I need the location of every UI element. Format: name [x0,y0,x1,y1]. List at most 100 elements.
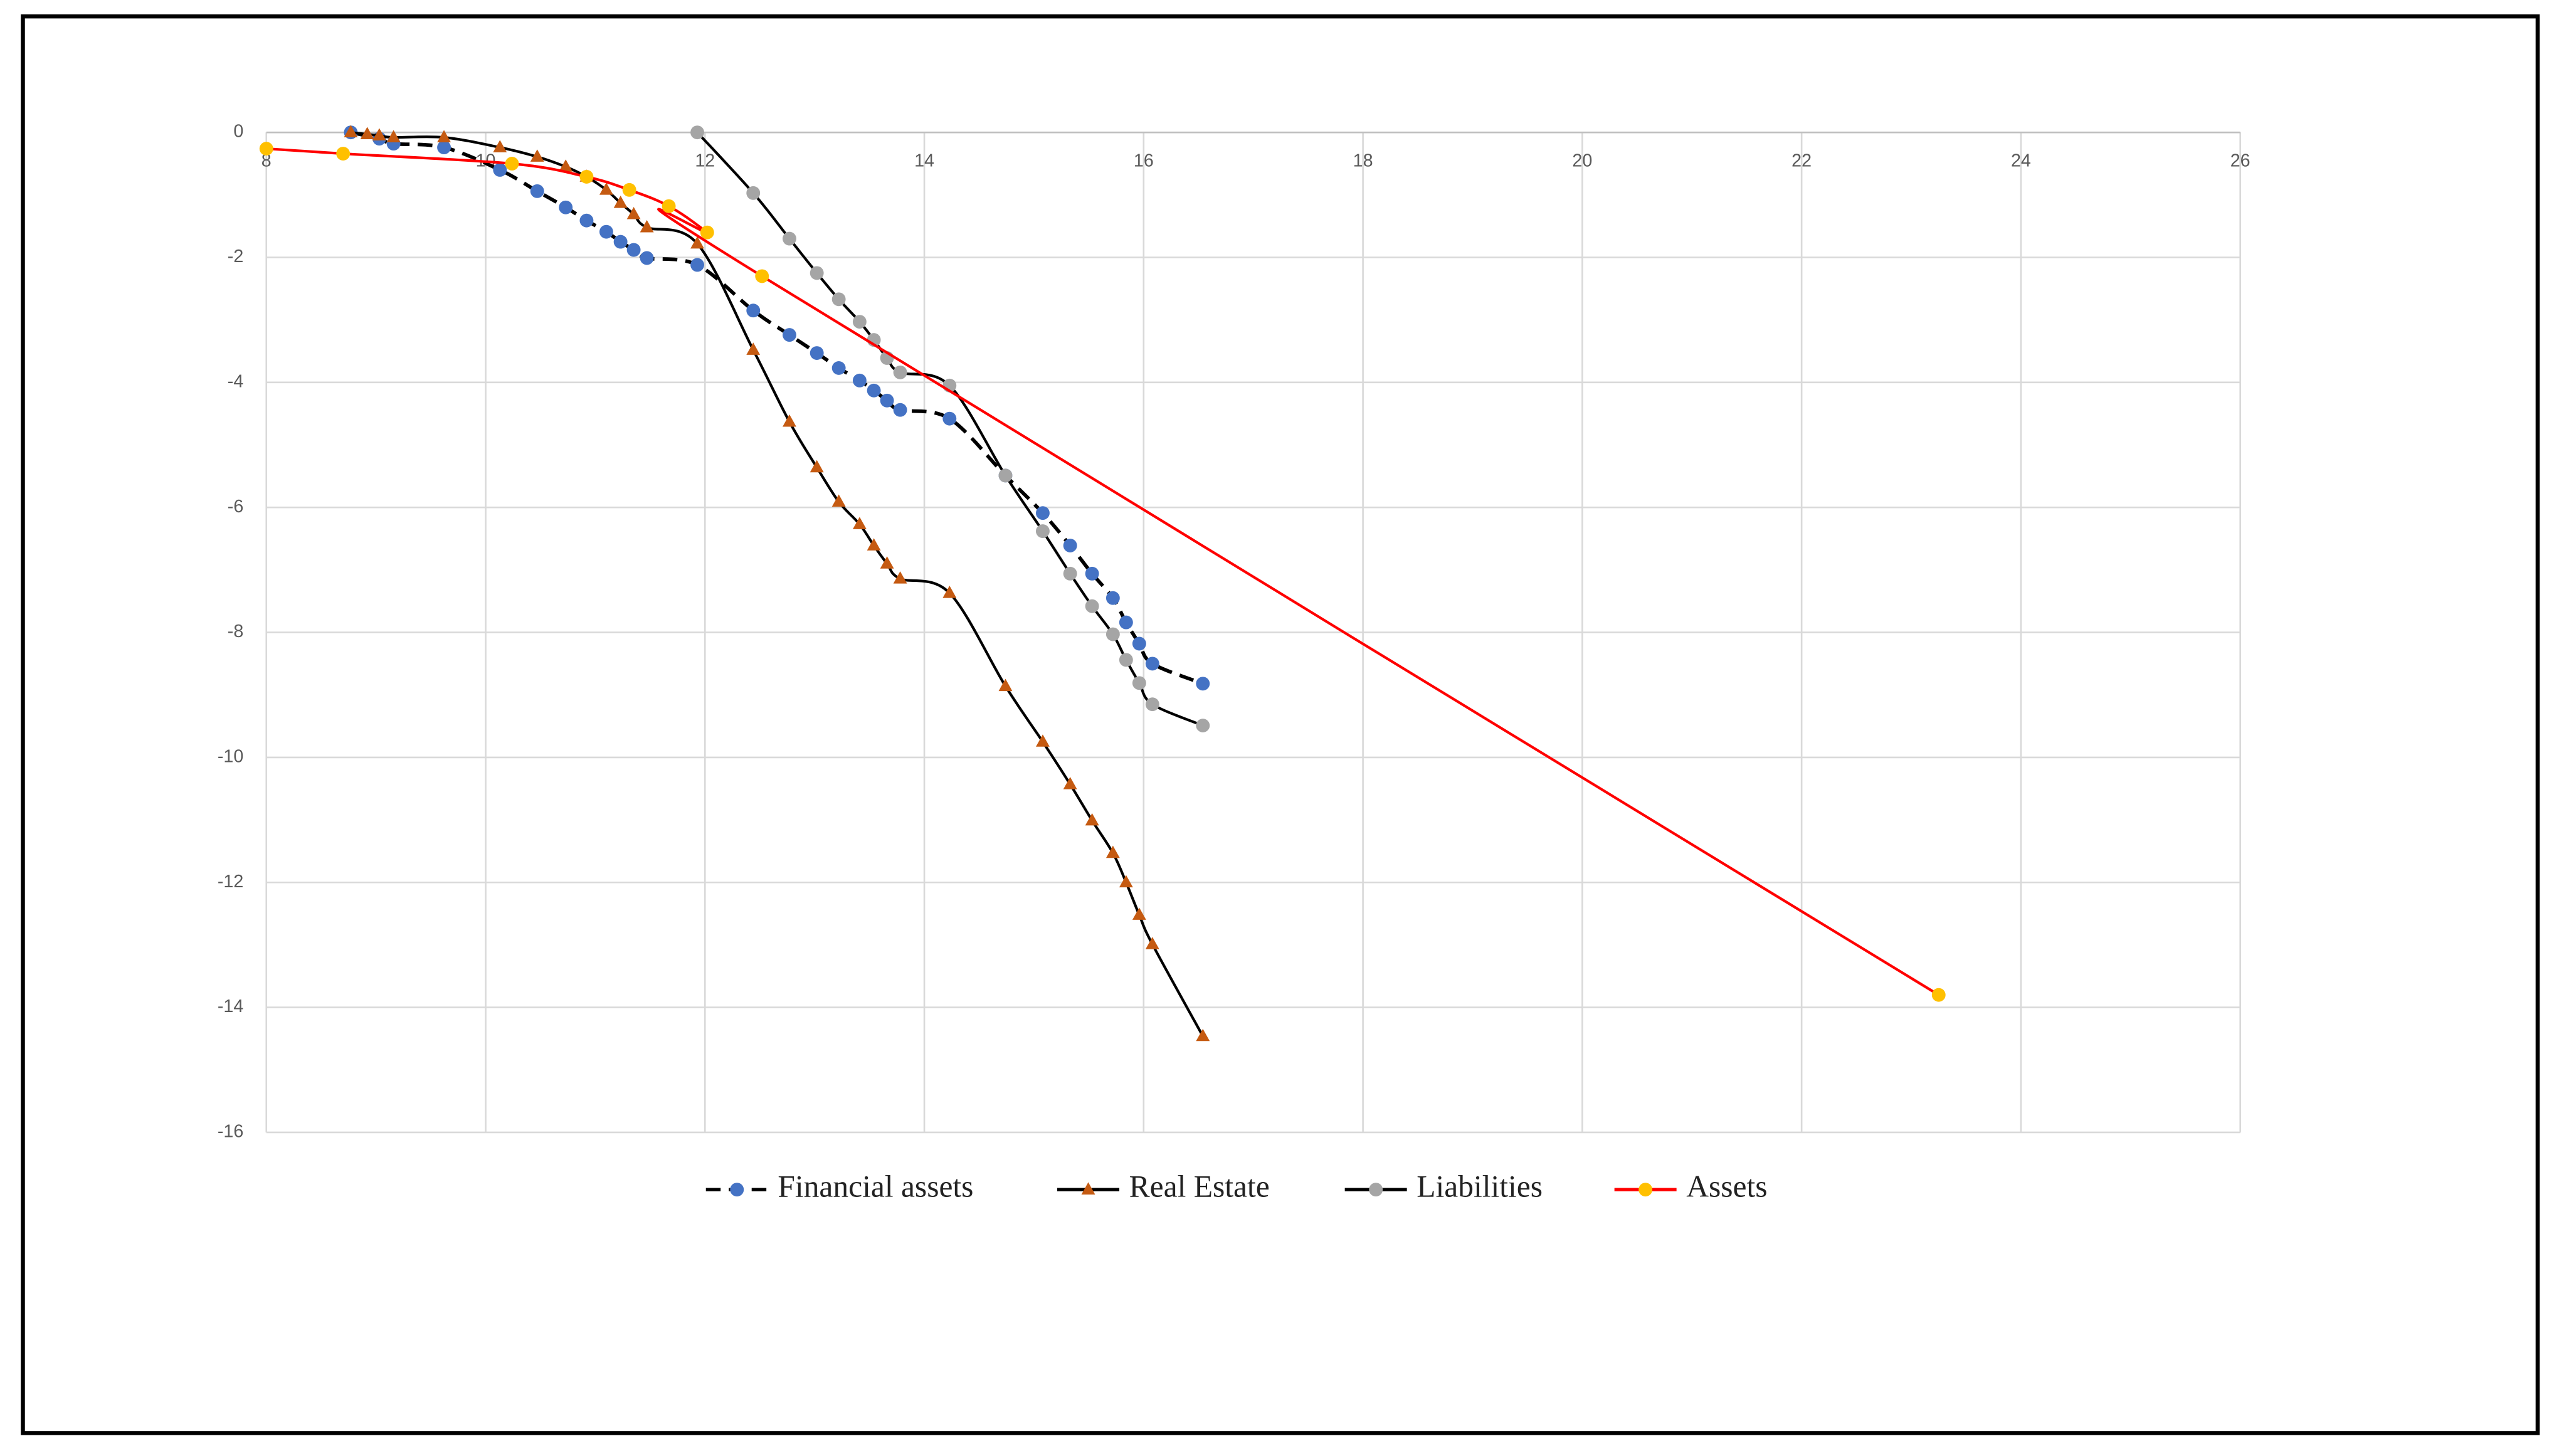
y-tick-label: 0 [233,122,243,142]
data-point [1106,591,1120,605]
data-point [579,213,594,228]
y-tick-label: -6 [228,497,243,517]
data-point [1063,539,1077,552]
data-point [437,140,451,155]
y-tick-label: -8 [228,621,243,641]
frame [21,14,2540,1435]
data-point [1063,566,1077,581]
data-point [867,538,881,551]
y-tick-label: -14 [218,996,243,1016]
data-point [810,266,824,280]
data-point [942,586,957,598]
data-point [1106,627,1120,641]
data-point [880,393,894,408]
data-point [1085,813,1099,826]
data-point [1196,1028,1210,1042]
data-point [700,225,714,240]
legend-label: Liabilities [1417,1169,1543,1204]
data-point [1035,506,1050,520]
data-point [505,157,519,171]
data-point [998,468,1013,483]
legend-marker [1638,1183,1653,1197]
data-point [493,163,507,177]
data-point [746,342,761,355]
legend-label: Real Estate [1129,1169,1270,1204]
data-point [559,159,573,172]
data-point [1035,524,1050,539]
x-tick-label: 24 [2011,151,2031,171]
data-point [530,184,544,198]
legend-marker [1081,1182,1095,1195]
data-point [579,169,594,184]
x-tick-label: 8 [261,151,272,171]
x-tick-label: 14 [914,151,934,171]
data-point [437,130,451,142]
data-point [867,383,881,398]
data-point [626,207,641,219]
data-point [831,292,846,307]
data-point [783,231,796,246]
data-point [613,196,628,208]
data-point [1119,875,1133,888]
data-point [783,328,796,342]
y-tick-label: -4 [228,371,244,391]
x-tick-label: 12 [695,151,715,171]
data-point [1145,937,1159,949]
data-point [1132,676,1146,690]
data-point [998,678,1013,692]
x-tick-label: 20 [1572,151,1592,171]
x-tick-label: 26 [2230,151,2251,171]
data-point [942,411,957,426]
legend-marker [730,1183,744,1197]
x-tick-label: 18 [1353,151,1373,171]
y-tick-label: -12 [218,872,243,892]
legend-label: Financial assets [778,1169,973,1204]
data-point [690,236,704,249]
data-point [1196,719,1210,733]
data-point [626,243,641,257]
x-tick-label: 22 [1791,151,1812,171]
data-point [810,460,824,473]
data-point [1035,734,1050,747]
data-point [259,142,273,156]
y-tick-label: -10 [218,746,243,766]
data-point [746,186,761,200]
data-point [783,414,796,427]
x-tick-label: 16 [1134,151,1154,171]
data-point [893,365,907,379]
data-point [893,571,907,584]
data-point [852,315,867,329]
data-point [372,128,386,140]
data-point [599,224,613,239]
data-point [1145,697,1159,712]
legend-label: Assets [1686,1169,1767,1204]
data-point [1106,845,1120,858]
data-point [1119,653,1133,667]
data-point [880,556,894,569]
y-tick-label: -2 [228,246,243,266]
data-point [1063,777,1077,789]
data-point [746,303,761,318]
data-point [622,182,636,197]
data-point [1119,615,1133,630]
data-point [831,361,846,375]
data-point [599,182,613,195]
data-point [1132,636,1146,651]
data-point [831,494,846,507]
data-point [690,125,704,140]
data-point [1145,657,1159,671]
data-point [640,219,654,233]
y-tick-label: -16 [218,1122,243,1142]
data-point [755,269,769,283]
data-point [336,147,351,161]
data-point [559,200,573,214]
data-point [852,373,867,388]
data-point [386,130,401,142]
data-point [852,517,867,529]
data-point [613,235,628,249]
data-point [1085,566,1099,581]
data-point [530,149,544,162]
data-point [344,125,358,137]
